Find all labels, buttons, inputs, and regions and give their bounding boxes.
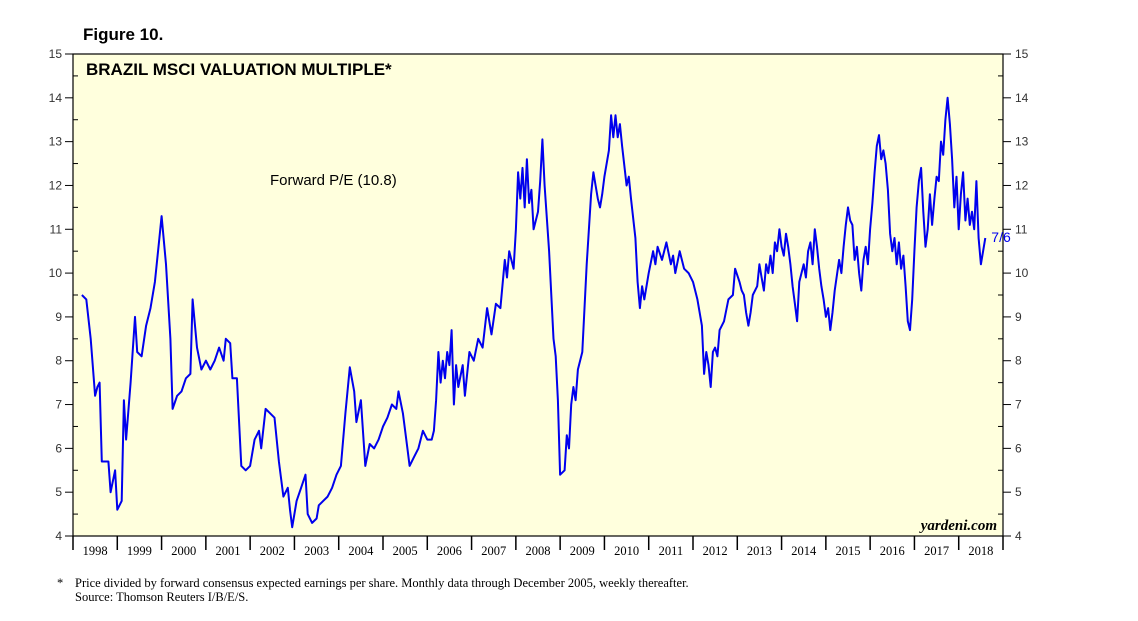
footnote-text: Price divided by forward consensus expec…	[75, 576, 689, 590]
x-year-label: 2006	[437, 544, 462, 558]
y-tick-label-left: 11	[50, 222, 63, 236]
y-tick-label-right: 10	[1015, 266, 1029, 280]
y-tick-label-right: 8	[1015, 354, 1022, 368]
axis-ticks	[65, 53, 1011, 550]
y-tick-label-left: 5	[55, 485, 62, 499]
end-date-label: 7/6	[991, 229, 1011, 245]
y-tick-label-left: 9	[55, 310, 62, 324]
x-year-label: 2016	[880, 544, 905, 558]
y-tick-label-right: 15	[1015, 47, 1029, 61]
x-year-label: 2005	[393, 544, 418, 558]
y-tick-label-left: 4	[55, 529, 62, 543]
x-year-label: 2002	[260, 544, 285, 558]
y-tick-label-right: 9	[1015, 310, 1022, 324]
x-year-label: 2014	[791, 544, 817, 558]
figure-label: Figure 10.	[83, 25, 164, 44]
series-line-forward-pe	[81, 96, 987, 529]
x-year-label: 2004	[348, 544, 374, 558]
footnote: * Price divided by forward consensus expe…	[57, 576, 689, 604]
x-year-label: 2013	[747, 544, 772, 558]
x-year-label: 1999	[127, 544, 152, 558]
y-tick-label-right: 4	[1015, 529, 1022, 543]
footnote-source: Source: Thomson Reuters I/B/E/S.	[75, 590, 249, 604]
x-year-label: 2012	[703, 544, 728, 558]
y-tick-label-right: 6	[1015, 441, 1022, 455]
footnote-line-1: * Price divided by forward consensus expe…	[57, 576, 689, 590]
x-year-label: 2007	[481, 544, 506, 558]
x-year-label: 2015	[836, 544, 861, 558]
footnote-star: *	[57, 576, 64, 590]
y-axis-right-labels: 4 5 6 7 8 9 10 11 12 13 14 15	[1015, 47, 1029, 543]
y-tick-label-right: 13	[1015, 135, 1029, 149]
y-tick-label-left: 10	[49, 266, 63, 280]
y-tick-label-left: 12	[49, 178, 63, 192]
x-year-label: 2008	[526, 544, 551, 558]
y-tick-label-right: 7	[1015, 398, 1022, 412]
y-tick-label-left: 15	[49, 47, 63, 61]
y-tick-label-left: 8	[55, 354, 62, 368]
y-tick-label-left: 13	[49, 135, 63, 149]
y-axis-left-labels: 4 5 6 7 8 9 10 11 12 13 14 15	[49, 47, 63, 543]
watermark: yardeni.com	[919, 518, 997, 534]
x-axis-year-labels: 1998 1999 2000 2001 2002 2003 2004 2005 2006 2007…	[83, 544, 994, 558]
y-tick-label-right: 5	[1015, 485, 1022, 499]
plot-background	[72, 53, 1004, 537]
x-year-label: 1998	[83, 544, 108, 558]
y-tick-label-right: 14	[1015, 91, 1029, 105]
x-year-label: 2017	[924, 544, 949, 558]
x-year-label: 2011	[659, 544, 684, 558]
x-year-label: 2000	[171, 544, 196, 558]
x-year-label: 2001	[216, 544, 241, 558]
y-tick-label-right: 12	[1015, 178, 1029, 192]
x-year-label: 2003	[304, 544, 329, 558]
y-tick-label-left: 6	[55, 441, 62, 455]
y-tick-label-left: 7	[55, 398, 62, 412]
x-year-label: 2009	[570, 544, 595, 558]
y-tick-label-right: 11	[1015, 222, 1028, 236]
chart-title: BRAZIL MSCI VALUATION MULTIPLE*	[86, 60, 392, 79]
series-annotation: Forward P/E (10.8)	[270, 172, 397, 189]
x-year-label: 2010	[614, 544, 639, 558]
y-tick-label-left: 14	[49, 91, 63, 105]
x-year-label: 2018	[968, 544, 993, 558]
